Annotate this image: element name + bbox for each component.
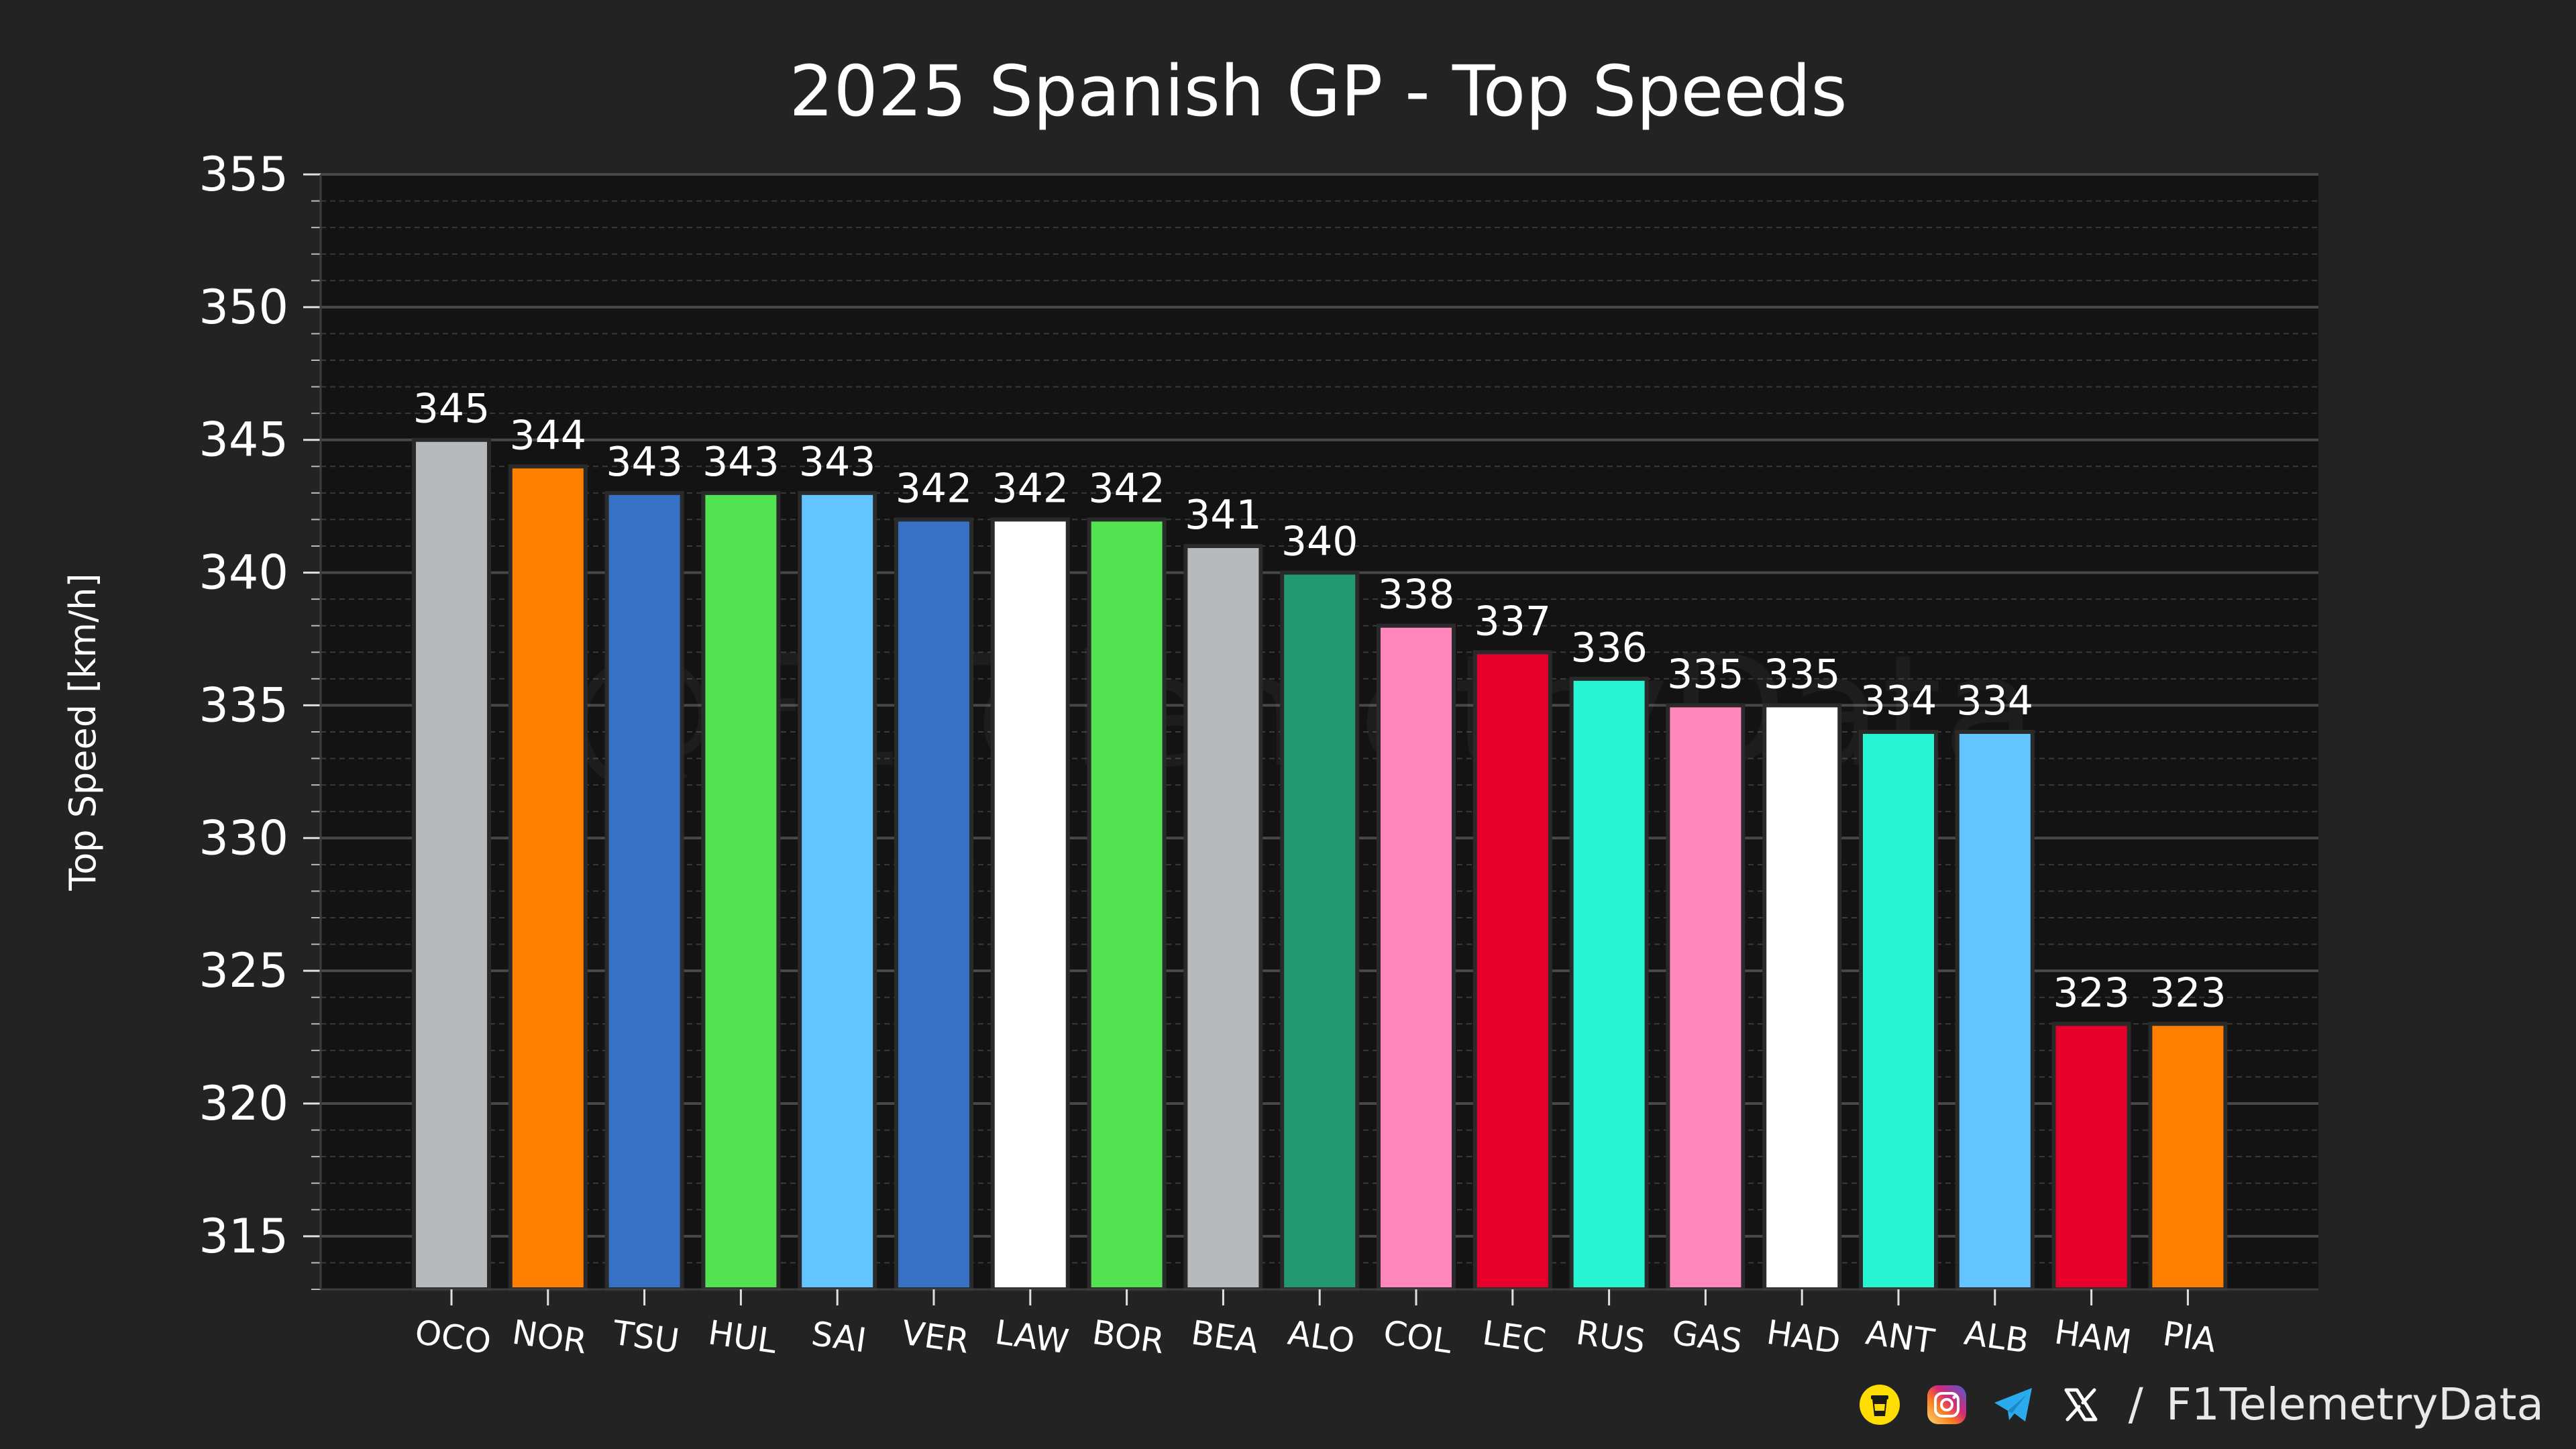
value-label: 338 (1378, 572, 1455, 619)
value-label: 323 (2149, 969, 2226, 1016)
value-label: 341 (1185, 492, 1262, 539)
x-tick-label: PIA (2161, 1314, 2218, 1360)
bar-had (1762, 703, 1842, 1291)
value-label: 344 (510, 412, 587, 459)
x-tick-label: ANT (1864, 1313, 1937, 1361)
bar-col (1377, 623, 1456, 1291)
x-tick-label: HUL (706, 1313, 779, 1361)
instagram-icon[interactable] (1925, 1383, 1969, 1427)
y-tick-label: 315 (199, 1209, 288, 1264)
value-label: 345 (413, 386, 490, 433)
value-label: 343 (606, 439, 683, 486)
value-label: 335 (1667, 651, 1744, 698)
bar-pia (2148, 1022, 2228, 1292)
value-label: 336 (1570, 625, 1648, 672)
x-tick-label: GAS (1670, 1313, 1745, 1361)
value-label: 342 (1088, 465, 1165, 512)
value-label: 337 (1474, 598, 1552, 645)
y-tick-label: 330 (199, 810, 288, 865)
x-tick-label: SAI (809, 1314, 869, 1360)
footer-separator: / (2128, 1379, 2143, 1430)
x-tick-label: COL (1381, 1313, 1454, 1361)
x-tick-label: RUS (1574, 1313, 1648, 1361)
value-label: 335 (1764, 651, 1841, 698)
x-tick-label: HAD (1764, 1313, 1843, 1362)
x-tick-label: BEA (1189, 1313, 1260, 1360)
y-axis: 315 320 325 330 335 340 345 350 355 (199, 147, 322, 1290)
x-tick-label: ALO (1285, 1313, 1357, 1361)
value-label: 323 (2053, 969, 2130, 1016)
value-label: 343 (702, 439, 780, 486)
buymeacoffee-icon[interactable] (1858, 1383, 1902, 1427)
x-tick-label: HAM (2052, 1312, 2134, 1361)
bar-oco (412, 437, 491, 1292)
x-tick-label: BOR (1090, 1313, 1167, 1361)
bar-alo (1280, 570, 1360, 1291)
x-axis: OCO NOR TSU HUL SAI VER LAW BOR BEA ALO COL LEC RUS G… (321, 1288, 2318, 1362)
footer: / F1TelemetryData (1858, 1379, 2544, 1430)
y-tick-label: 325 (199, 943, 288, 998)
x-tick-label: ALB (1962, 1313, 2031, 1361)
x-tick-label: NOR (510, 1313, 589, 1362)
bar-hul (701, 490, 781, 1291)
value-label: 334 (1860, 678, 1937, 724)
telegram-icon[interactable] (1992, 1383, 2036, 1427)
value-label: 342 (992, 465, 1069, 512)
value-label: 343 (799, 439, 876, 486)
chart-title: 2025 Spanish GP - Top Speeds (789, 50, 1847, 132)
y-tick-label: 350 (199, 280, 288, 335)
y-tick-label: 340 (199, 545, 288, 600)
y-tick-label: 320 (199, 1076, 288, 1131)
bar-gas (1666, 703, 1746, 1291)
bar-rus (1569, 676, 1649, 1291)
y-axis-label: Top Speed [km/h] (62, 573, 104, 891)
x-tick-label: LAW (993, 1313, 1071, 1362)
bar-lec (1472, 650, 1552, 1291)
bar-nor (508, 464, 588, 1291)
x-tick-label: LEC (1480, 1313, 1548, 1361)
value-label: 342 (896, 465, 973, 512)
y-tick-label: 345 (199, 413, 288, 468)
y-tick-label: 335 (199, 678, 288, 733)
bar-tsu (604, 490, 684, 1291)
bar-ham (2051, 1022, 2131, 1292)
x-icon[interactable] (2059, 1383, 2103, 1427)
footer-handle[interactable]: F1TelemetryData (2165, 1379, 2544, 1430)
bar-ver (894, 517, 973, 1291)
y-tick-label: 355 (199, 147, 288, 202)
x-tick-label: OCO (413, 1313, 494, 1362)
bars (412, 437, 2228, 1292)
bar-ant (1859, 730, 1938, 1291)
bar-sai (798, 490, 877, 1291)
x-tick-label: VER (900, 1313, 972, 1360)
value-label: 334 (1957, 678, 2034, 724)
x-tick-label: TSU (610, 1313, 682, 1360)
bar-law (990, 517, 1070, 1291)
bar-bea (1183, 544, 1263, 1291)
bar-alb (1955, 730, 2035, 1291)
bar-bor (1087, 517, 1167, 1291)
value-labels: 345 344 343 343 343 342 342 342 341 340 338 337 336 3… (413, 386, 2226, 1017)
value-label: 340 (1281, 519, 1358, 566)
